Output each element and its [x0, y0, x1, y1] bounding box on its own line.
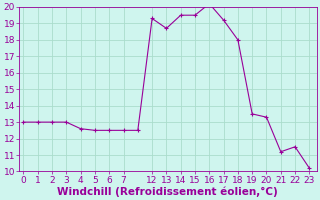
X-axis label: Windchill (Refroidissement éolien,°C): Windchill (Refroidissement éolien,°C)	[58, 186, 278, 197]
